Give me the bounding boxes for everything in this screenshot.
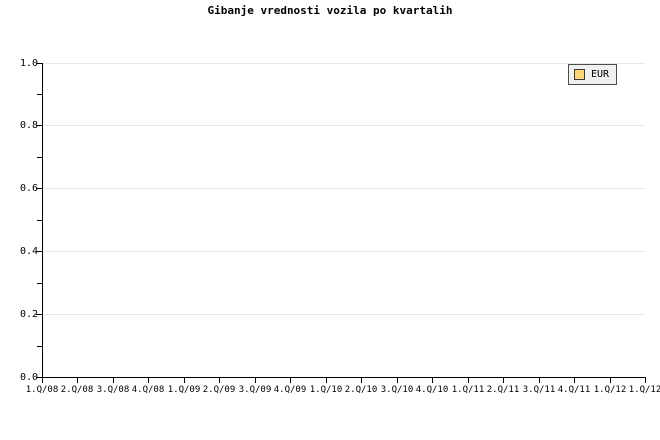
x-axis-label-16: 1.Q/12: [593, 385, 627, 395]
x-axis-label-15: 4.Q/11: [557, 385, 591, 395]
x-tick-16: [610, 378, 611, 383]
x-axis-label-12: 1.Q/11: [451, 385, 485, 395]
chart-title: Gibanje vrednosti vozila po kvartalih: [207, 4, 453, 17]
x-tick-10: [397, 378, 398, 383]
x-axis-label-10: 3.Q/10: [380, 385, 414, 395]
y-axis-label-0: 1.0: [19, 58, 38, 69]
x-tick-11: [432, 378, 433, 383]
gridline-y-0-2: [42, 314, 645, 315]
x-tick-13: [503, 378, 504, 383]
x-axis-label-13: 2.Q/11: [486, 385, 520, 395]
plot-area: [42, 63, 645, 377]
x-axis-label-8: 1.Q/10: [309, 385, 343, 395]
y-tick-0-2: [36, 314, 42, 315]
y-axis-label-1: 0.8: [19, 120, 38, 131]
gridline-y-0-6: [42, 188, 645, 189]
y-tick-0-6: [36, 188, 42, 189]
legend-swatch-eur-icon: [574, 69, 585, 80]
chart-legend[interactable]: EUR: [568, 64, 618, 85]
x-axis-label-7: 4.Q/09: [273, 385, 307, 395]
x-tick-2: [113, 378, 114, 383]
x-axis-label-3: 4.Q/08: [131, 385, 165, 395]
gridline-y-0-8: [42, 125, 645, 126]
y-axis-label-5: 0.0: [19, 372, 38, 383]
y-axis-label-4: 0.2: [19, 309, 38, 320]
x-tick-17: [645, 378, 646, 383]
x-tick-5: [219, 378, 220, 383]
x-tick-6: [255, 378, 256, 383]
x-tick-7: [290, 378, 291, 383]
x-tick-4: [184, 378, 185, 383]
y-tick-minor-0-9: [37, 94, 42, 95]
y-tick-0-0: [36, 377, 42, 378]
x-axis-label-1: 2.Q/08: [60, 385, 94, 395]
x-axis-label-11: 4.Q/10: [415, 385, 449, 395]
y-tick-minor-0-1: [37, 346, 42, 347]
x-axis-label-17: 1.Q/12: [628, 385, 660, 395]
x-tick-14: [539, 378, 540, 383]
y-tick-0-8: [36, 125, 42, 126]
x-tick-8: [326, 378, 327, 383]
x-tick-1: [77, 378, 78, 383]
x-tick-0: [42, 378, 43, 383]
x-axis-label-4: 1.Q/09: [167, 385, 201, 395]
y-tick-1-0: [36, 63, 42, 64]
y-tick-minor-0-3: [37, 283, 42, 284]
x-tick-12: [468, 378, 469, 383]
x-axis-line: [42, 377, 646, 378]
legend-label-eur: EUR: [591, 69, 610, 80]
gridline-y-0-4: [42, 251, 645, 252]
x-axis-label-2: 3.Q/08: [96, 385, 130, 395]
y-axis-label-2: 0.6: [19, 183, 38, 194]
x-axis-label-0: 1.Q/08: [25, 385, 59, 395]
y-tick-minor-0-5: [37, 220, 42, 221]
x-tick-3: [148, 378, 149, 383]
x-tick-15: [574, 378, 575, 383]
y-axis-line: [42, 63, 43, 378]
x-axis-label-14: 3.Q/11: [522, 385, 556, 395]
x-axis-label-5: 2.Q/09: [202, 385, 236, 395]
y-tick-0-4: [36, 251, 42, 252]
x-tick-9: [361, 378, 362, 383]
x-axis-label-9: 2.Q/10: [344, 385, 378, 395]
x-axis-label-6: 3.Q/09: [238, 385, 272, 395]
y-axis-label-3: 0.4: [19, 246, 38, 257]
gridline-y-1-0: [42, 63, 645, 64]
y-tick-minor-0-7: [37, 157, 42, 158]
